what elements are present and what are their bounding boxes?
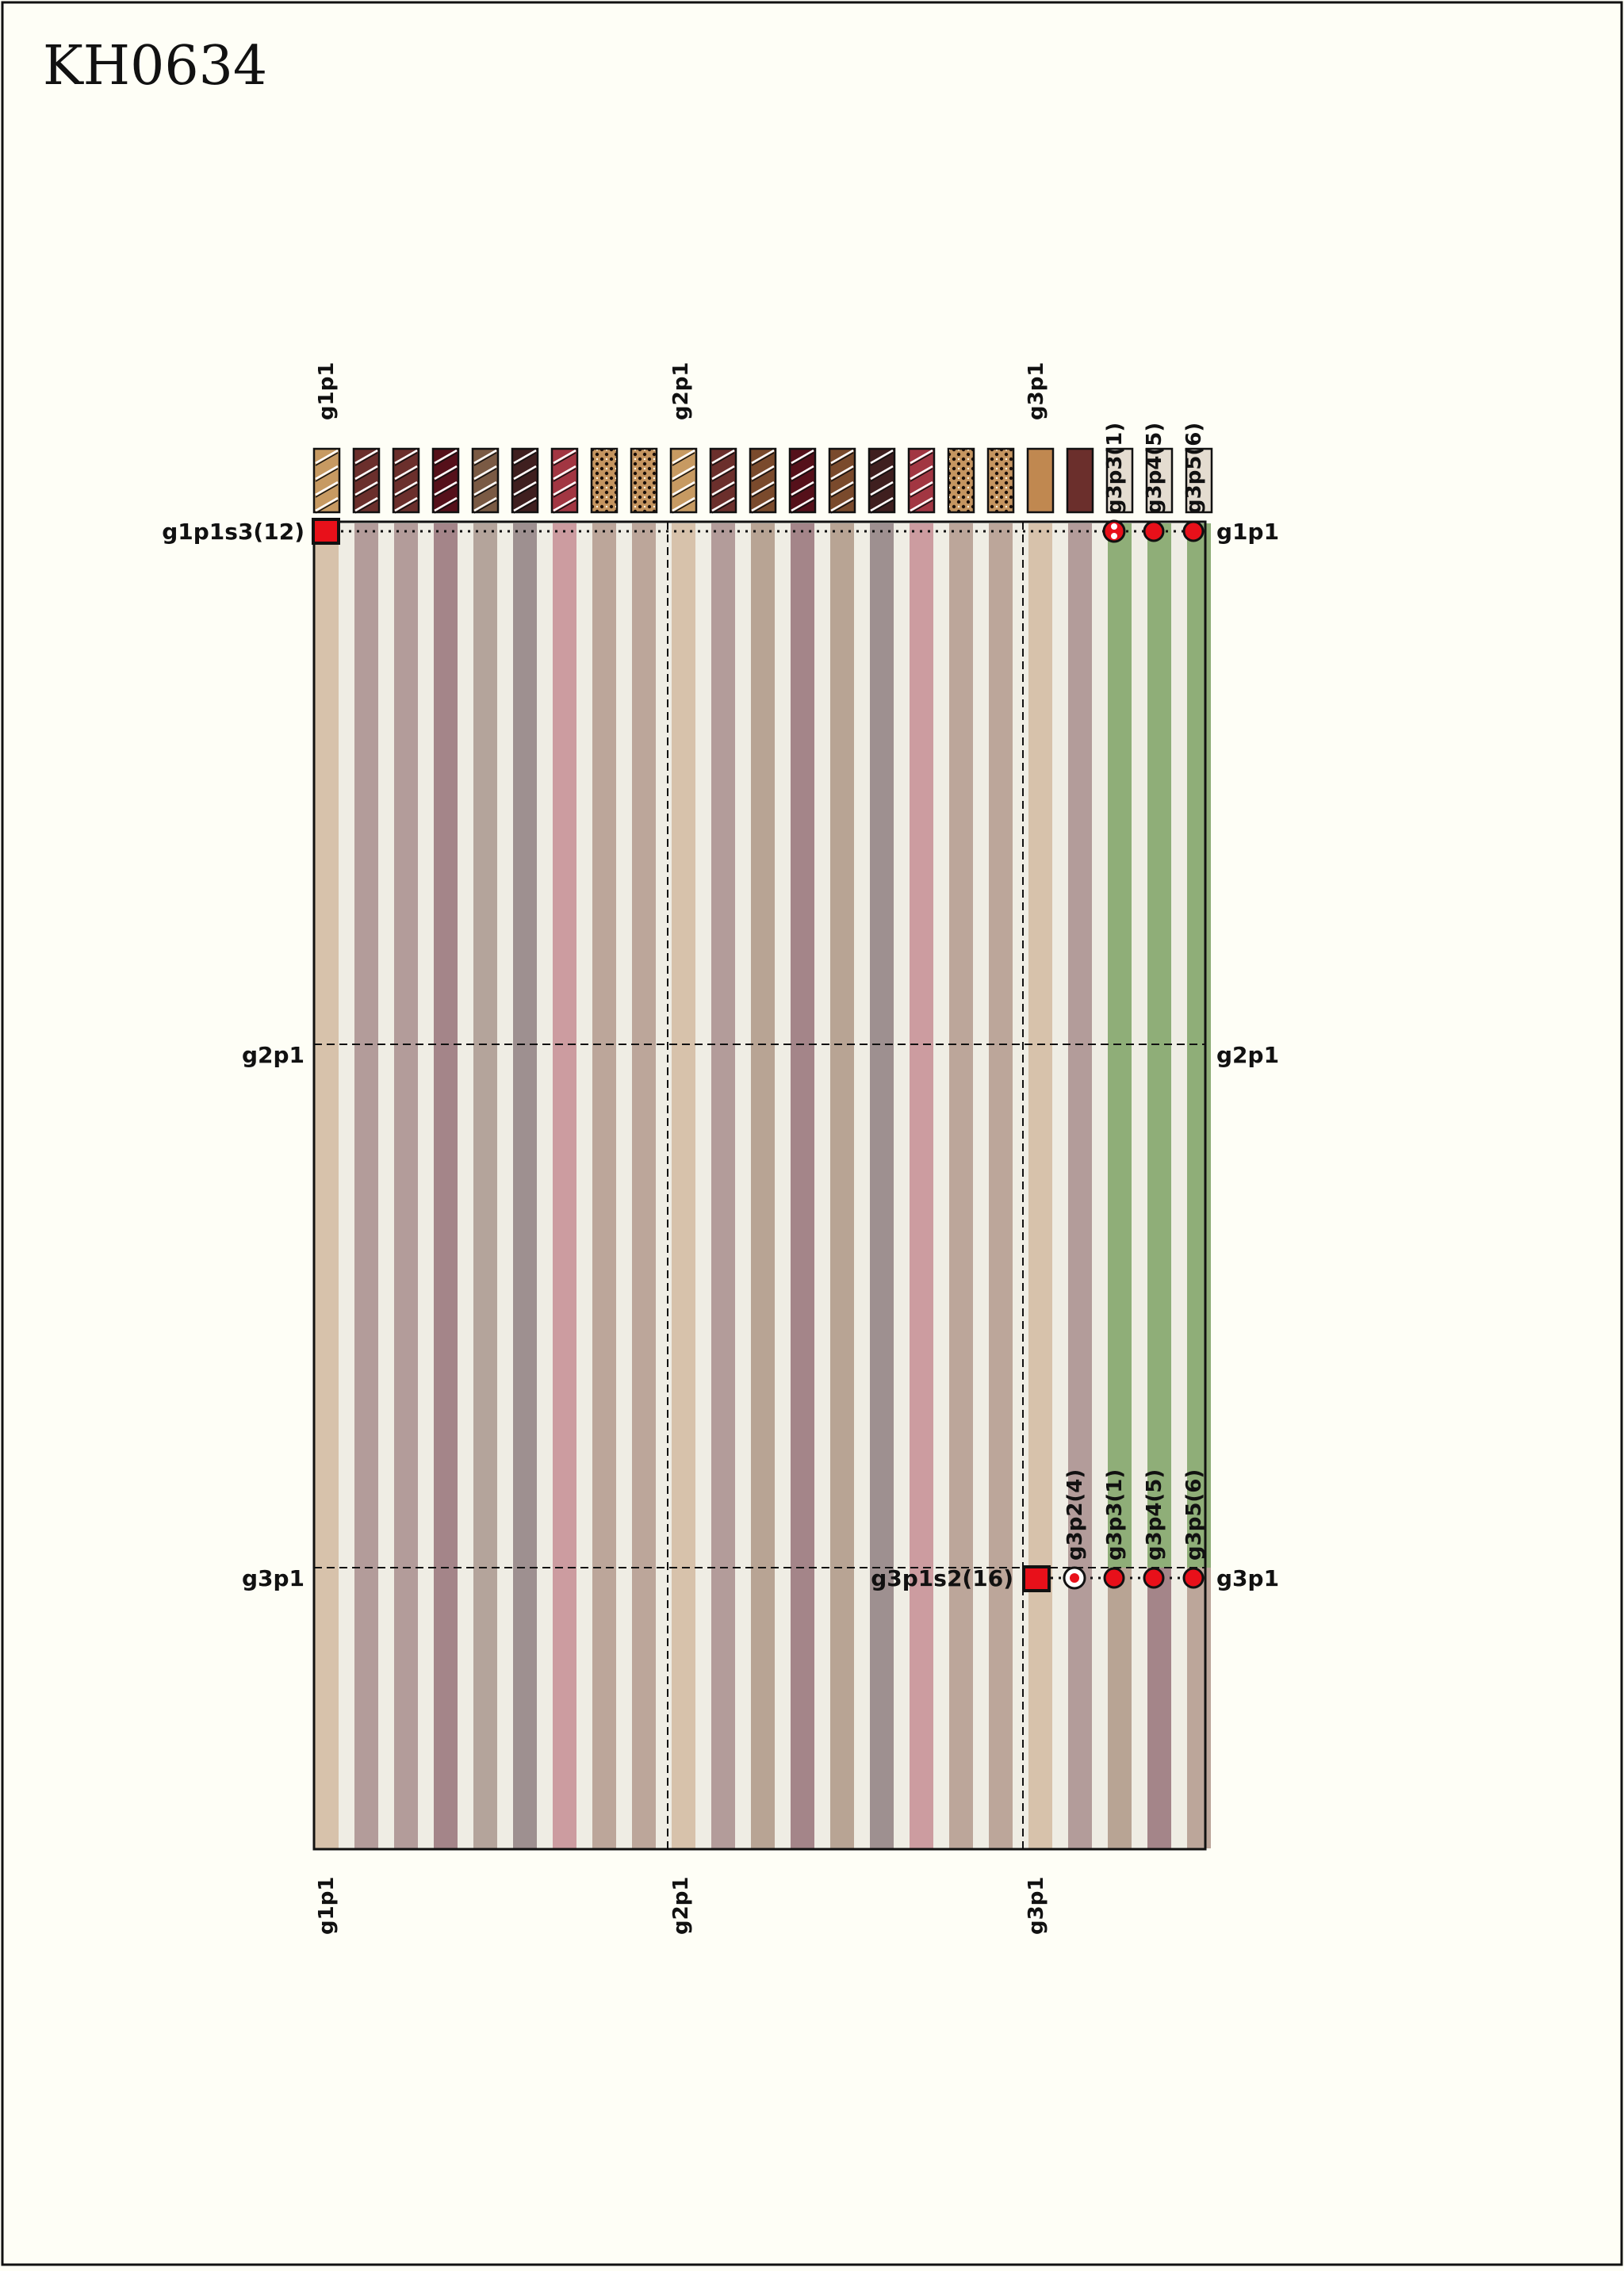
cord-swatch-7	[550, 447, 579, 514]
mid-left-label: g3p1s2(16)	[871, 1565, 1013, 1591]
left-label-row-1: g1p1s3(12)	[162, 519, 304, 545]
cord-swatch-3	[392, 447, 420, 514]
page-title: KH0634	[43, 35, 267, 98]
cord-stripe-17	[949, 523, 973, 1848]
pendant-mid-label-4: g3p5(6)	[1182, 1469, 1206, 1561]
cord-swatch-17	[947, 447, 975, 514]
cord-swatch-11	[709, 447, 737, 514]
cord-swatch-4	[431, 447, 460, 514]
cord-swatch-16	[907, 447, 936, 514]
knot-circle-r1-3	[1182, 520, 1205, 542]
left-label-row-3: g3p1	[242, 1565, 304, 1591]
cord-stripe-7	[553, 523, 576, 1848]
pendant-top-label-1: g3p3(1)	[1103, 423, 1127, 514]
cord-stripe-22-lower	[1147, 1568, 1171, 1848]
pendant-mid-label-3: g3p4(5)	[1143, 1469, 1166, 1561]
cord-stripe-18	[989, 523, 1013, 1848]
right-label-row-2: g2p1	[1216, 1042, 1279, 1068]
cord-stripe-13	[791, 523, 814, 1848]
cord-swatch-2	[352, 447, 381, 514]
main-frame	[312, 520, 1207, 1851]
knot-hole-r1-1b	[1111, 533, 1117, 539]
pendant-mid-label-1: g3p2(4)	[1063, 1469, 1087, 1561]
cord-stripe-8	[592, 523, 616, 1848]
cord-swatch-20	[1066, 447, 1094, 514]
top-label-g3p1: g3p1	[1025, 362, 1048, 420]
cord-swatch-12	[749, 447, 777, 514]
cord-swatch-8	[590, 447, 619, 514]
knot-circle-r1-1	[1102, 519, 1126, 543]
top-label-g1p1: g1p1	[315, 362, 339, 420]
cord-swatch-14	[828, 447, 856, 514]
cord-stripe-16	[910, 523, 933, 1848]
cord-stripe-2	[354, 523, 378, 1848]
pendant-top-label-2: g3p4(5)	[1143, 423, 1166, 514]
cord-stripe-4	[434, 523, 458, 1848]
cord-swatch-9	[630, 447, 658, 514]
cord-stripe-21-lower	[1108, 1568, 1132, 1848]
cord-stripe-23-lower	[1187, 1568, 1211, 1848]
cord-stripe-12	[751, 523, 775, 1848]
cord-swatches	[312, 447, 1213, 514]
cord-swatch-22	[1145, 447, 1174, 514]
left-label-row-2: g2p1	[242, 1042, 304, 1068]
cord-swatch-13	[788, 447, 817, 514]
cord-swatch-18	[986, 447, 1015, 514]
cord-stripe-15	[870, 523, 894, 1848]
cord-swatch-21	[1105, 447, 1134, 514]
cord-swatch-15	[868, 447, 896, 514]
cord-stripe-5	[473, 523, 497, 1848]
cord-stripe-20	[1068, 523, 1092, 1848]
pendant-top-label-3: g3p5(6)	[1182, 423, 1206, 514]
knot-open-center-r3-1	[1070, 1573, 1079, 1583]
cord-stripe-23-upper	[1187, 523, 1211, 1568]
cord-stripe-22-upper	[1147, 523, 1171, 1568]
cord-stripe-3	[394, 523, 418, 1848]
right-label-row-1: g1p1	[1216, 519, 1279, 545]
pendant-mid-label-2: g3p3(1)	[1103, 1469, 1127, 1561]
cord-stripes	[315, 523, 1211, 1848]
cord-swatch-1	[312, 447, 341, 514]
cord-stripe-9	[632, 523, 656, 1848]
knot-hole-r1-1a	[1111, 523, 1117, 530]
top-label-g2p1: g2p1	[669, 362, 693, 420]
cord-stripe-14	[830, 523, 854, 1848]
cord-stripe-6	[513, 523, 537, 1848]
cord-swatch-10	[669, 447, 698, 514]
cord-stripe-21-upper	[1108, 523, 1132, 1568]
cord-stripe-19	[1028, 523, 1052, 1848]
cord-swatch-19	[1026, 447, 1055, 514]
bottom-label-g1p1: g1p1	[315, 1877, 339, 1935]
knot-square-g3p1	[1022, 1565, 1051, 1592]
knot-circle-r3-4	[1182, 1567, 1205, 1589]
knot-square-g1p1	[312, 518, 340, 545]
knot-circle-r3-3	[1143, 1567, 1165, 1589]
cord-stripe-11	[711, 523, 735, 1848]
cord-stripe-10	[672, 523, 695, 1848]
cord-stripe-1	[315, 523, 339, 1848]
knot-circle-r3-2	[1103, 1567, 1125, 1589]
right-label-row-3: g3p1	[1216, 1565, 1279, 1591]
cord-swatch-23	[1185, 447, 1213, 514]
cord-swatch-5	[471, 447, 500, 514]
bottom-label-g3p1: g3p1	[1025, 1877, 1048, 1935]
cord-swatch-6	[511, 447, 539, 514]
knot-circle-r1-2	[1143, 520, 1165, 542]
bottom-label-g2p1: g2p1	[669, 1877, 693, 1935]
